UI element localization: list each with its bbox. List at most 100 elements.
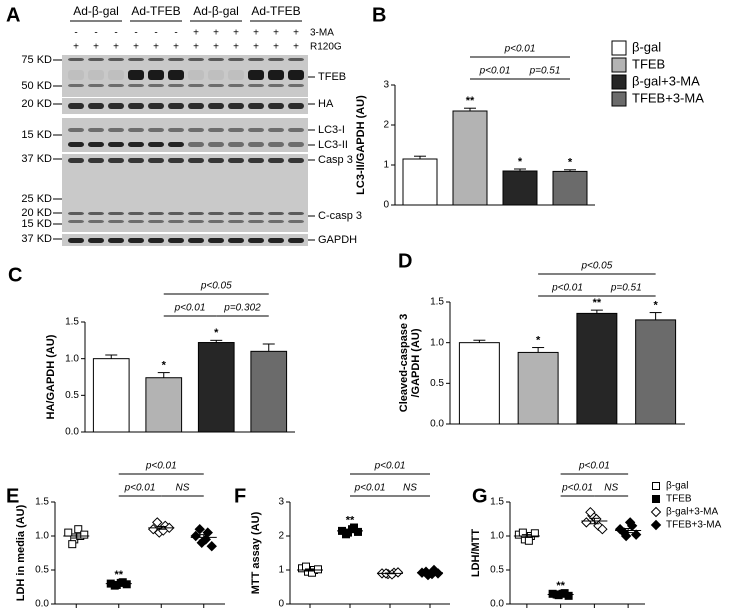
blot-band [168, 103, 184, 109]
blot-band [108, 220, 124, 223]
treatment-sign: + [253, 42, 259, 53]
bracket-label: p<0.01 [561, 483, 593, 494]
blot-band [188, 103, 204, 109]
y-tick-label: 1 [278, 565, 284, 576]
bracket-label: p=0.302 [223, 303, 261, 314]
row-label: R120G [310, 42, 342, 53]
treatment-sign: + [133, 42, 139, 53]
y-tick-label: 1 [383, 160, 389, 171]
blot-band [128, 70, 144, 80]
blot-band [168, 58, 184, 61]
bracket-label: p<0.05 [580, 261, 612, 272]
y-tick-label: 0 [383, 200, 389, 211]
panel-letter: B [372, 4, 386, 26]
blot-band [288, 128, 304, 132]
blot-band [128, 238, 144, 243]
bar [635, 319, 677, 425]
blot-band [228, 103, 244, 109]
treatment-sign: + [113, 42, 119, 53]
mw-label: 37 KD [21, 153, 52, 165]
treatment-sign: + [273, 42, 279, 53]
legend-label: β-gal [632, 39, 661, 54]
y-tick-label: 0.5 [65, 390, 79, 401]
treatment-sign: - [74, 28, 77, 39]
band-label: Casp 3 [318, 154, 353, 166]
bar [92, 358, 130, 433]
treatment-sign: + [73, 42, 79, 53]
blot-band [88, 128, 104, 132]
blot-band [148, 58, 164, 61]
bracket-label: p<0.01 [124, 483, 156, 494]
bar [517, 351, 559, 425]
bracket-label: p<0.01 [354, 483, 386, 494]
blot-band [68, 103, 84, 109]
blot-band [208, 220, 224, 223]
y-tick-label: 0.0 [65, 427, 79, 438]
y-axis-label: LDH in media (AU) [15, 504, 27, 601]
blot-band [228, 58, 244, 61]
bar [145, 377, 183, 433]
y-axis-label: Cleaved-caspase 3 [398, 314, 410, 412]
blot-band [268, 58, 284, 61]
blot-band [108, 70, 124, 80]
treatment-sign: + [293, 42, 299, 53]
band-label: LC3-II [318, 139, 348, 151]
blot-band [208, 70, 224, 80]
band-label: TFEB [318, 71, 346, 83]
blot-band [128, 142, 144, 147]
blot-band [188, 238, 204, 243]
group-label: Ad-TFEB [131, 4, 180, 18]
blot-band [148, 158, 164, 163]
y-tick-label: 0.5 [35, 565, 49, 576]
blot-band [168, 220, 184, 223]
blot-band [108, 128, 124, 132]
treatment-sign: + [233, 28, 239, 39]
legend-label: β-gal [666, 481, 688, 492]
treatment-sign: + [153, 42, 159, 53]
significance-star: * [536, 334, 541, 346]
blot-band [88, 142, 104, 147]
mw-label: 15 KD [21, 129, 52, 141]
blot-band [188, 70, 204, 80]
legend-marker [650, 519, 662, 531]
blot-band [128, 158, 144, 163]
data-point [624, 517, 636, 528]
y-axis-label: MTT assay (AU) [250, 511, 262, 594]
blot-band [208, 103, 224, 109]
treatment-sign: + [293, 28, 299, 39]
blot-band [248, 238, 264, 243]
treatment-sign: + [253, 28, 259, 39]
y-tick-label: 2 [278, 531, 284, 542]
blot-band [208, 142, 224, 147]
bar [250, 350, 288, 433]
bracket-label: p<0.05 [200, 281, 232, 292]
y-tick-label: 0.0 [430, 419, 444, 430]
significance-star: * [214, 327, 219, 339]
bracket-label: p<0.01 [551, 283, 583, 294]
mw-label: 50 KD [21, 80, 52, 92]
blot-band [268, 158, 284, 163]
bracket-label: p<0.01 [504, 44, 536, 55]
blot-band [188, 212, 204, 215]
treatment-sign: + [173, 42, 179, 53]
bracket-label: NS [403, 483, 417, 494]
y-tick-label: 1.0 [65, 353, 79, 364]
blot-band [288, 84, 304, 87]
blot-band [248, 212, 264, 215]
blot-band [288, 238, 304, 243]
data-point [122, 580, 131, 589]
y-tick-label: 3 [278, 497, 284, 508]
y-axis-label: /GAPDH (AU) [410, 328, 422, 397]
blot-band [188, 58, 204, 61]
blot-band [148, 238, 164, 243]
bar [197, 342, 235, 433]
treatment-sign: + [193, 42, 199, 53]
blot-band [188, 128, 204, 132]
blot-band [248, 58, 264, 61]
blot-band [68, 142, 84, 147]
y-axis-label: LC3-II/GAPDH (AU) [355, 95, 367, 195]
blot-band [268, 212, 284, 215]
significance-star: ** [593, 297, 602, 309]
blot-band [68, 220, 84, 223]
